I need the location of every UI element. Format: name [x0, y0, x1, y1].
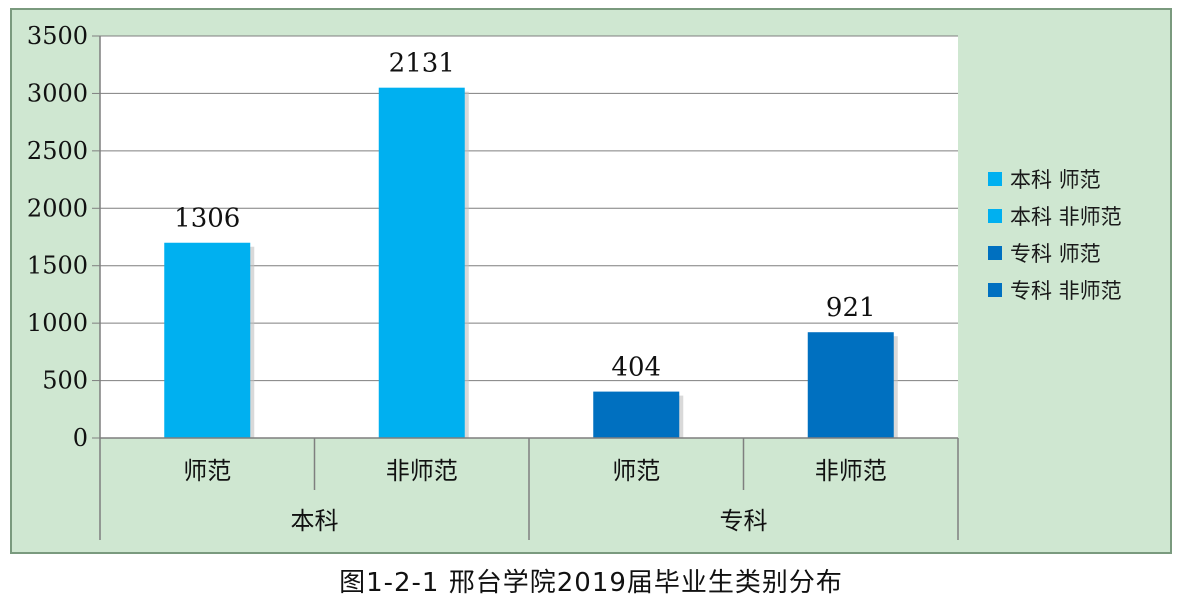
legend-swatch — [988, 171, 1002, 186]
y-tick-label: 0 — [73, 424, 88, 452]
legend-swatch — [988, 245, 1002, 260]
legend-swatch — [988, 282, 1002, 297]
y-tick-label: 3000 — [27, 79, 88, 107]
legend-label: 本科 非师范 — [1010, 204, 1122, 229]
legend-item: 本科 师范 — [988, 160, 1122, 197]
legend-label: 本科 师范 — [1010, 167, 1101, 192]
y-tick-label: 2500 — [27, 137, 88, 165]
bar — [164, 242, 251, 438]
y-tick-label: 3500 — [27, 22, 88, 50]
figure-caption: 图1-2-1 邢台学院2019届毕业生类别分布 — [339, 568, 843, 598]
data-label: 2131 — [389, 49, 455, 79]
legend-label: 专科 师范 — [1010, 241, 1101, 266]
category-label: 非师范 — [386, 457, 458, 485]
category-label: 非师范 — [815, 457, 887, 485]
bars: 1306 2131 404 921 — [164, 49, 898, 438]
category-label: 师范 — [183, 457, 231, 485]
legend: 本科 师范 本科 非师范 专科 师范 专科 非师范 — [988, 160, 1122, 308]
legend-item: 专科 非师范 — [988, 271, 1122, 308]
y-axis-ticks: 0 500 1000 1500 2000 2500 3000 3500 — [27, 22, 100, 452]
legend-item: 本科 非师范 — [988, 197, 1122, 234]
bar — [593, 391, 680, 438]
bar — [378, 87, 465, 438]
group-label: 专科 — [720, 507, 768, 535]
data-label: 1306 — [174, 204, 240, 234]
y-tick-label: 1500 — [27, 252, 88, 280]
legend-swatch — [988, 208, 1002, 223]
y-tick-label: 500 — [42, 367, 88, 395]
data-label: 921 — [826, 293, 876, 323]
group-label: 本科 — [291, 507, 339, 535]
legend-label: 专科 非师范 — [1010, 278, 1122, 303]
category-label: 师范 — [612, 457, 660, 485]
legend-item: 专科 师范 — [988, 234, 1122, 271]
bar — [807, 332, 894, 438]
data-label: 404 — [611, 353, 661, 383]
y-tick-label: 2000 — [27, 194, 88, 222]
y-tick-label: 1000 — [27, 309, 88, 337]
